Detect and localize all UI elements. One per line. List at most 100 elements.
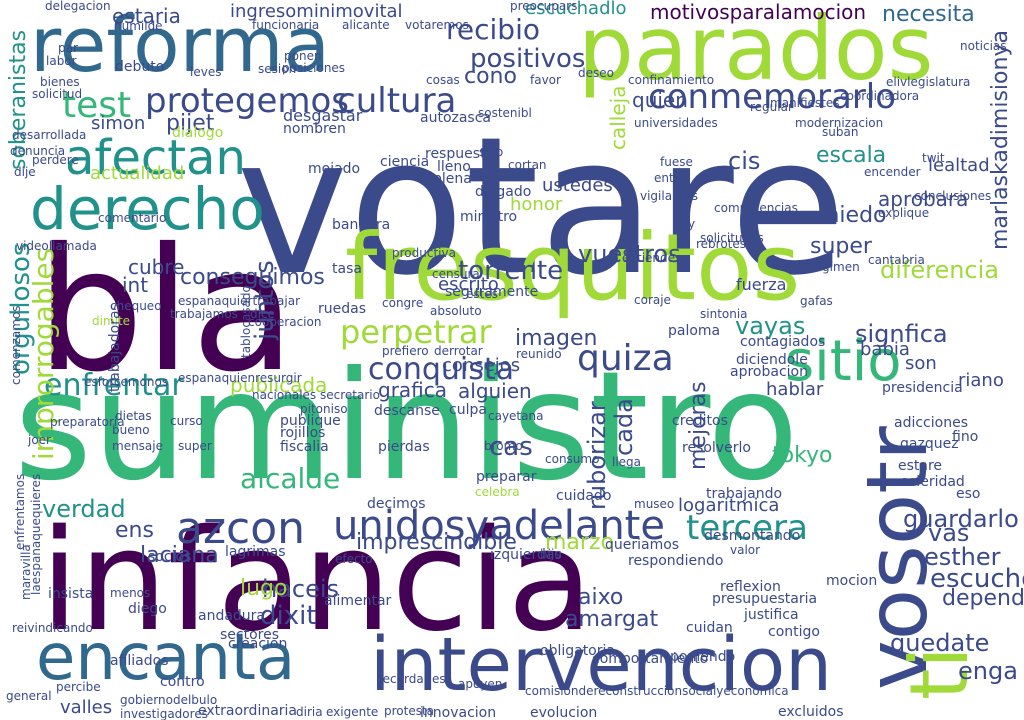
word: cultura: [337, 81, 457, 121]
word: enfrentamos: [13, 473, 27, 550]
word: contigo: [768, 624, 820, 640]
word: nacionales: [252, 388, 317, 402]
word: solicitud: [32, 87, 83, 101]
word: decimos: [367, 496, 426, 512]
word: imagen: [515, 326, 598, 351]
word: comisiondereconstruccionsocialyeconomica: [525, 684, 789, 698]
word: poniendo: [670, 649, 736, 665]
word: hablar: [766, 379, 824, 400]
word: alguien: [458, 379, 532, 403]
word: intervencion: [370, 622, 833, 708]
word: esther: [924, 543, 1001, 571]
word: haceis: [262, 575, 340, 603]
word: conclusiones: [914, 189, 992, 203]
word: coraje: [634, 293, 671, 307]
word: son: [905, 353, 937, 374]
word: espanaquienresurgir: [178, 371, 302, 385]
word: rebrotes: [696, 237, 747, 251]
word: cono: [464, 64, 517, 89]
word: estes: [466, 287, 498, 301]
word: super: [810, 234, 872, 259]
word: miedo: [818, 203, 887, 228]
word: azcon: [176, 503, 306, 554]
word: ens: [115, 518, 154, 543]
word: creditos: [672, 413, 728, 429]
word: culpa: [449, 402, 487, 418]
word: alimentar: [324, 593, 392, 609]
word: simon: [91, 113, 146, 134]
word: funcionaria: [252, 18, 320, 32]
word: general: [6, 689, 52, 703]
word: perpetrar: [340, 313, 492, 351]
word: mensaje: [112, 439, 163, 453]
word: afectan: [65, 130, 246, 186]
word: votaremos: [405, 18, 469, 32]
word: resolverlo: [682, 440, 751, 456]
word: motivosparalamocion: [650, 0, 867, 24]
word: conmemorarlo: [648, 77, 897, 117]
word: desmontando: [704, 528, 801, 544]
word: torrente: [458, 256, 564, 286]
word: vigilantes: [640, 189, 699, 203]
word: censura: [432, 267, 480, 281]
word: suministro: [14, 340, 799, 514]
word: prefiero: [382, 344, 429, 358]
word: grafica: [378, 378, 448, 402]
word: babia: [860, 339, 910, 360]
word: enga: [958, 657, 1018, 685]
word: comenzamos: [9, 305, 23, 385]
word: productiva: [392, 246, 456, 260]
word: coordinadora: [840, 89, 920, 103]
word: derecho: [30, 175, 265, 243]
word: sostenibl: [478, 106, 532, 120]
word: valles: [60, 697, 113, 718]
word: valor: [730, 543, 761, 557]
word: llega: [612, 455, 642, 469]
word: int: [122, 273, 149, 297]
word: cuidan: [686, 620, 733, 636]
word: recibio: [446, 13, 540, 46]
word: rey: [676, 217, 696, 231]
word: joer: [28, 433, 51, 447]
word: riano: [958, 370, 1004, 391]
word: nombren: [283, 121, 346, 137]
word: obligatoria: [540, 643, 615, 659]
word: pierdas: [378, 439, 430, 455]
word: aprobacion: [730, 364, 808, 380]
word: encanta: [36, 621, 296, 695]
word: alicante: [342, 18, 390, 32]
word: cas: [489, 432, 533, 462]
word: amargat: [565, 607, 659, 632]
word: preparatoria: [50, 415, 125, 429]
word: quien: [632, 88, 688, 112]
word: entiendes: [622, 251, 682, 265]
word: posiciones: [282, 61, 346, 75]
word: protegemos: [145, 81, 349, 121]
word: sitio: [785, 329, 902, 394]
word: favor: [530, 73, 561, 87]
word: ingresominimovital: [230, 1, 403, 22]
word: percibe: [56, 680, 101, 694]
word: actualidad: [90, 163, 185, 184]
word: cubre: [128, 255, 185, 279]
word: ustedes: [542, 175, 613, 196]
word: lleno: [437, 159, 471, 175]
word: entre: [654, 171, 686, 185]
word: sesion: [258, 62, 297, 76]
word: consumo: [545, 452, 600, 466]
word: necesita: [882, 2, 975, 27]
word: noticias: [960, 39, 1007, 53]
word: trabajando: [706, 486, 783, 502]
word: cooperacion: [248, 315, 322, 329]
word: reforma: [30, 0, 331, 89]
word: tercera: [686, 508, 808, 548]
word: test: [62, 85, 132, 126]
word: adicciones: [894, 415, 968, 431]
word: regular: [750, 100, 793, 114]
word: justifica: [744, 607, 799, 623]
word: dimite: [92, 314, 131, 328]
word: solicitudes: [700, 231, 764, 245]
word: menos: [110, 586, 151, 600]
word: humilde: [114, 19, 163, 33]
word: denuncia: [10, 144, 66, 158]
